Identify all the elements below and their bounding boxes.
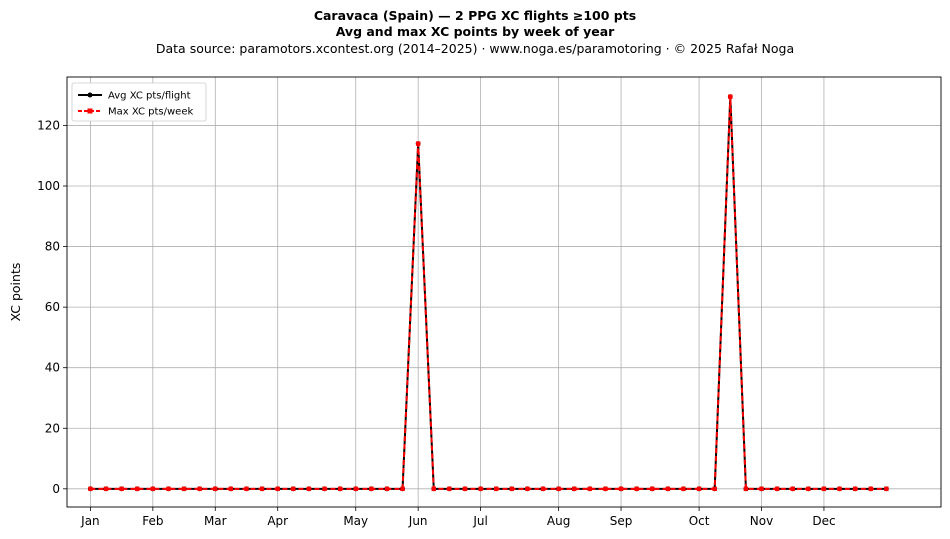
max-point [837,486,842,492]
series-line-avg [90,95,887,490]
x-tick-label: Mar [204,514,227,528]
max-point [712,486,717,492]
legend: Avg XC pts/flight Max XC pts/week [71,82,207,122]
max-point [696,486,702,492]
max-point [337,486,343,492]
series-line-max [90,95,887,490]
x-tick-label: Apr [267,514,288,528]
max-point [369,486,374,492]
max-point [119,486,124,492]
max-point [400,486,405,492]
legend-max-marker [87,108,93,114]
max-point [462,486,468,492]
max-point [181,486,187,492]
max-point [493,486,499,492]
x-tick-label: Dec [812,514,835,528]
max-point [540,486,546,492]
max-point [572,486,577,492]
y-tick-label: 20 [45,421,60,435]
max-point [166,486,171,492]
x-tick-label: Jun [408,514,428,528]
max-point [587,486,593,492]
legend-max-label: Max XC pts/week [108,107,193,118]
max-point [743,486,749,492]
y-axis-ticks: 0 20 40 60 80 100 120 [37,118,67,496]
chart-source-line: Data source: paramotors.xcontest.org (20… [155,41,795,56]
max-point [291,486,296,492]
y-tick-label: 100 [37,179,60,193]
max-point [135,486,140,492]
x-tick-label: Jan [80,514,100,528]
max-point [197,486,202,492]
max-point [275,486,280,492]
max-point [150,486,156,492]
x-tick-label: Oct [689,514,710,528]
max-point [759,486,764,492]
series-layer [88,94,889,492]
x-tick-label: Aug [547,514,570,528]
max-point [478,486,483,492]
max-point [353,486,358,492]
x-tick-label: Sep [610,514,633,528]
y-axis-label: XC points [8,263,23,322]
x-tick-label: May [343,514,368,528]
max-point [415,141,421,146]
max-point [322,486,327,492]
max-point [634,486,639,492]
max-point [603,486,608,492]
legend-avg-marker [87,92,93,98]
max-point [868,486,873,492]
max-point [821,486,827,492]
x-axis-ticks: Jan Feb Mar Apr May Jun Jul Aug Sep Oct Nov Dec [80,507,836,528]
max-point [509,486,515,492]
max-point [728,94,733,99]
y-tick-label: 80 [45,240,60,254]
max-point [665,486,671,492]
grid-lines [67,77,941,507]
max-point [884,486,889,492]
max-point [431,486,436,492]
legend-box [71,82,207,122]
max-point [556,486,561,492]
max-point [852,486,858,492]
chart-subtitle: Avg and max XC points by week of year [335,24,615,39]
max-point [244,486,249,492]
max-point [806,486,811,492]
max-point [228,486,234,492]
chart-title: Caravaca (Spain) — 2 PPG XC flights ≥100… [313,8,637,23]
x-tick-label: Jul [472,514,487,528]
max-point [774,486,780,492]
y-tick-label: 0 [52,482,60,496]
max-point [618,486,624,492]
legend-avg-label: Avg XC pts/flight [108,91,191,102]
max-point [650,486,655,492]
y-tick-label: 120 [37,118,60,132]
x-tick-label: Nov [750,514,773,528]
y-tick-label: 60 [45,300,60,314]
max-point [447,486,452,492]
chart-titles: Caravaca (Spain) — 2 PPG XC flights ≥100… [0,8,950,58]
max-point [384,486,390,492]
max-point [525,486,530,492]
y-tick-label: 40 [45,361,60,375]
plot-frame [66,76,942,508]
max-point [306,486,312,492]
max-point [681,486,686,492]
max-point [213,486,218,492]
max-point [88,486,93,492]
max-point [103,486,109,492]
max-point [259,486,265,492]
max-point [790,486,795,492]
x-tick-label: Feb [142,514,163,528]
